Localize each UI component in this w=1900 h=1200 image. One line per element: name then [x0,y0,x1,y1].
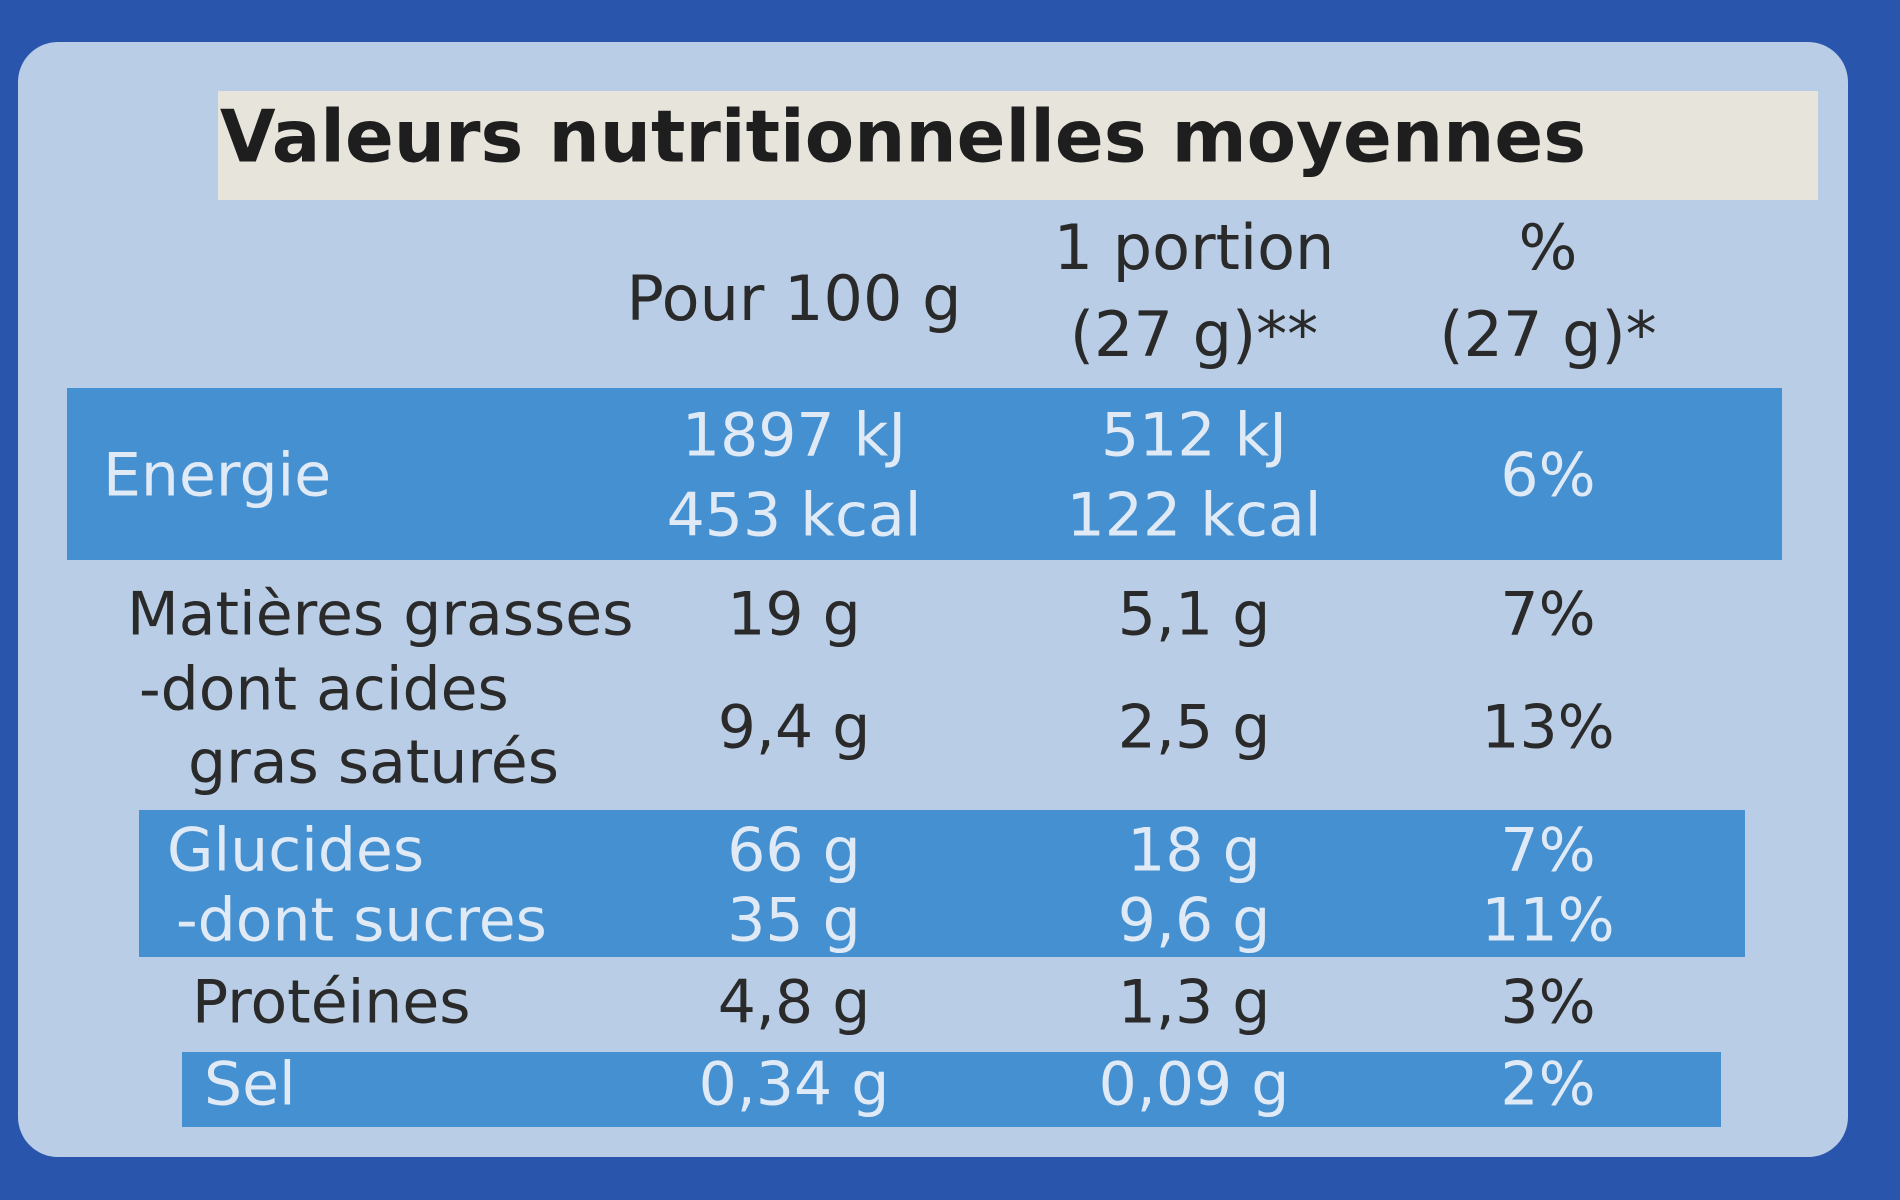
cell-value: 122 kcal [1067,481,1322,551]
cell-value: 0,34 g [699,1050,890,1120]
cell-value: 18 g [1127,816,1261,886]
row-label: Glucides [167,816,424,886]
cell-value: 9,6 g [1118,886,1271,956]
row-label: gras saturés [188,728,559,798]
row-label: Energie [103,441,331,511]
cell-value: 35 g [727,886,861,956]
cell-value: 4,8 g [718,968,871,1038]
column-header: % [1519,211,1578,284]
column-header: 1 portion [1054,211,1335,284]
row-label: -dont sucres [176,886,547,956]
column-header: (27 g)* [1439,298,1656,371]
cell-value: 11% [1481,886,1614,956]
column-header: Pour 100 g [626,262,961,335]
cell-value: 66 g [727,816,861,886]
cell-value: 2,5 g [1118,693,1271,763]
title: Valeurs nutritionnelles moyennes [220,95,1586,179]
row-label: Sel [204,1050,296,1120]
row-label: -dont acides [139,655,509,725]
cell-value: 1,3 g [1118,968,1271,1038]
cell-value: 453 kcal [667,481,922,551]
cell-value: 7% [1500,580,1595,650]
cell-value: 6% [1500,441,1595,511]
cell-value: 512 kJ [1101,401,1287,471]
row-label: Protéines [192,968,471,1038]
band [139,810,1745,957]
column-header: (27 g)** [1070,298,1318,371]
cell-value: 0,09 g [1099,1050,1290,1120]
band [182,1052,1721,1127]
band [67,388,1782,560]
cell-value: 2% [1500,1050,1595,1120]
cell-value: 5,1 g [1118,580,1271,650]
cell-value: 9,4 g [718,693,871,763]
cell-value: 13% [1481,693,1614,763]
cell-value: 3% [1500,968,1595,1038]
cell-value: 19 g [727,580,861,650]
title-band [218,91,1818,200]
cell-value: 1897 kJ [682,401,906,471]
row-label: Matières grasses [127,580,633,650]
cell-value: 7% [1500,816,1595,886]
